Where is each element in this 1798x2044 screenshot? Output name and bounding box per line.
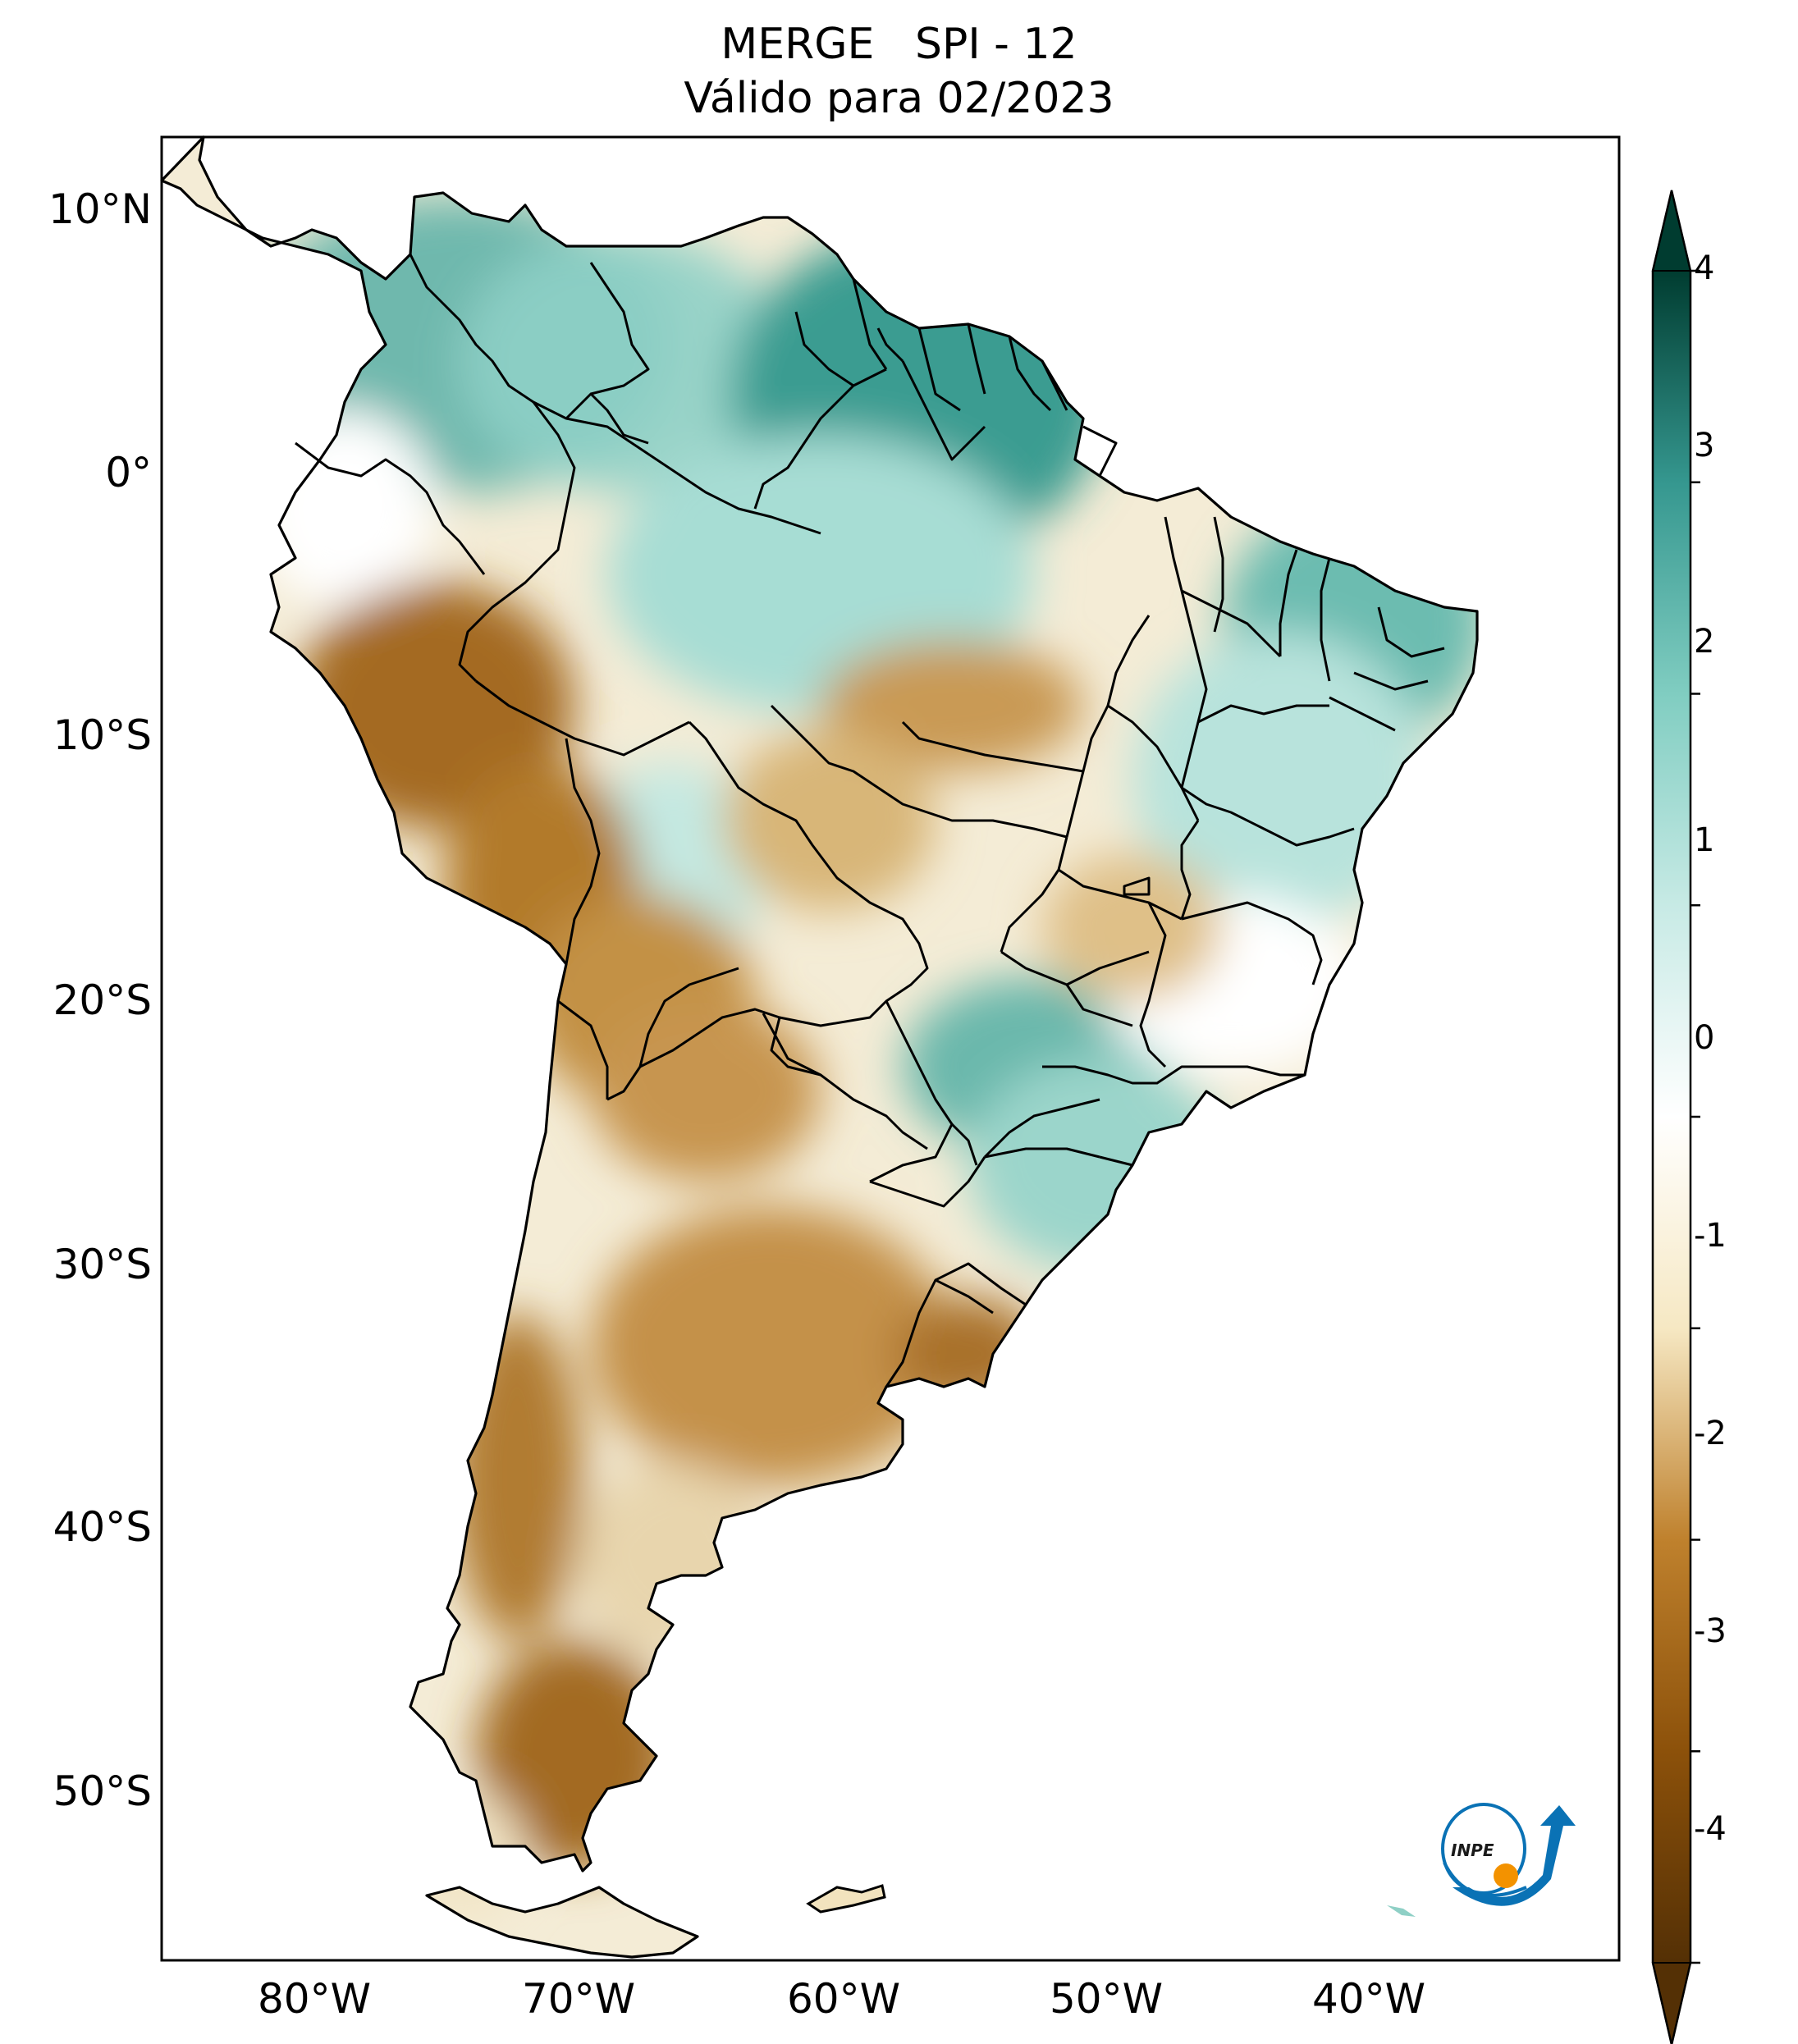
border-segment — [869, 1000, 954, 1183]
map-title-line1: MERGE SPI - 12 — [721, 20, 1077, 69]
colorbar-label-neg3: -3 — [1694, 1612, 1727, 1650]
lon-label-80w: 80°W — [257, 1975, 372, 2023]
border-segment — [901, 360, 986, 461]
lat-label-0: 0° — [105, 449, 152, 496]
border-segment — [1181, 786, 1355, 847]
border-segment — [984, 1147, 1100, 1159]
border-segment — [876, 327, 904, 363]
border-segment — [901, 720, 1084, 773]
inpe-logo: INPE — [1441, 1803, 1576, 1906]
colorbar-label-4: 4 — [1694, 249, 1715, 287]
lat-label-10s: 10°S — [53, 711, 152, 759]
border-segment — [1008, 336, 1052, 412]
colorbar-label-0: 0 — [1694, 1019, 1715, 1057]
border-segment — [1082, 425, 1118, 477]
border-segment — [794, 311, 854, 387]
border-segment — [917, 327, 961, 412]
border-segment — [565, 417, 821, 535]
border-segment — [1329, 696, 1396, 732]
border-segment — [295, 441, 486, 575]
border-segment — [458, 401, 576, 683]
border-segment — [638, 967, 739, 1068]
lat-label-30s: 30°S — [53, 1241, 152, 1288]
map-title-line2: Válido para 02/2023 — [684, 74, 1114, 123]
border-segment — [935, 1278, 994, 1315]
border-segment — [983, 1098, 1100, 1159]
border-segment — [753, 368, 887, 510]
border-segment — [1197, 704, 1329, 724]
border-segment — [557, 999, 609, 1100]
border-segment — [762, 1013, 821, 1077]
inpe-logo-text: INPE — [1451, 1841, 1494, 1860]
south-georgia-island — [1387, 1905, 1416, 1917]
border-segment — [950, 1123, 978, 1166]
border-segment — [1181, 901, 1323, 985]
lat-label-40s: 40°S — [53, 1503, 152, 1551]
border-segment — [852, 278, 888, 370]
border-segment — [475, 679, 690, 757]
border-segment — [1041, 360, 1068, 411]
colorbar-label-neg2: -2 — [1694, 1415, 1727, 1452]
colorbar-extend-min — [1651, 1962, 1692, 2044]
border-segment — [1213, 516, 1224, 633]
border-segment — [1181, 589, 1282, 658]
border-segment — [589, 392, 649, 445]
falkland-islands — [806, 1884, 886, 1914]
border-segment — [1164, 516, 1192, 624]
border-segment — [1353, 671, 1429, 691]
colorbar-label-neg4: -4 — [1694, 1810, 1727, 1848]
border-segment — [606, 720, 929, 1101]
border-segment — [1065, 984, 1133, 1027]
colorbar-extend-max — [1651, 190, 1692, 272]
colorbar — [1651, 190, 1700, 2044]
lat-label-20s: 20°S — [53, 976, 152, 1024]
colorbar-label-3: 3 — [1694, 427, 1715, 464]
border-segment — [1000, 950, 1150, 986]
lat-label-50s: 50°S — [53, 1767, 152, 1815]
border-segment — [1042, 1065, 1305, 1085]
border-segment — [770, 1017, 928, 1150]
lat-label-10n: 10°N — [48, 185, 152, 233]
lon-label-60w: 60°W — [786, 1975, 901, 2023]
border-segment — [1107, 704, 1200, 821]
border-segment — [409, 254, 650, 420]
border-segment — [1123, 876, 1151, 896]
border-segment — [565, 738, 601, 965]
border-segment — [1000, 836, 1068, 953]
border-segment — [1180, 623, 1208, 789]
colorbar-label-2: 2 — [1694, 623, 1715, 661]
border-segment — [1377, 606, 1445, 658]
border-segment — [1180, 820, 1200, 920]
border-segment — [967, 323, 986, 395]
border-segment — [770, 704, 1068, 839]
border-segment — [1065, 615, 1151, 838]
border-segment — [1139, 902, 1167, 1068]
lon-label-50w: 50°W — [1049, 1975, 1164, 2023]
border-segment — [1279, 549, 1298, 656]
lon-label-40w: 40°W — [1311, 1975, 1426, 2023]
political-borders — [295, 254, 1445, 1388]
lon-label-70w: 70°W — [521, 1975, 636, 2023]
coastline — [160, 135, 1479, 1959]
colorbar-label-1: 1 — [1694, 821, 1715, 859]
colorbar-label-neg1: -1 — [1694, 1217, 1727, 1255]
border-segment — [869, 1156, 986, 1208]
border-segment — [1320, 557, 1331, 682]
border-segment — [1099, 1155, 1133, 1167]
border-segment — [1058, 868, 1183, 921]
